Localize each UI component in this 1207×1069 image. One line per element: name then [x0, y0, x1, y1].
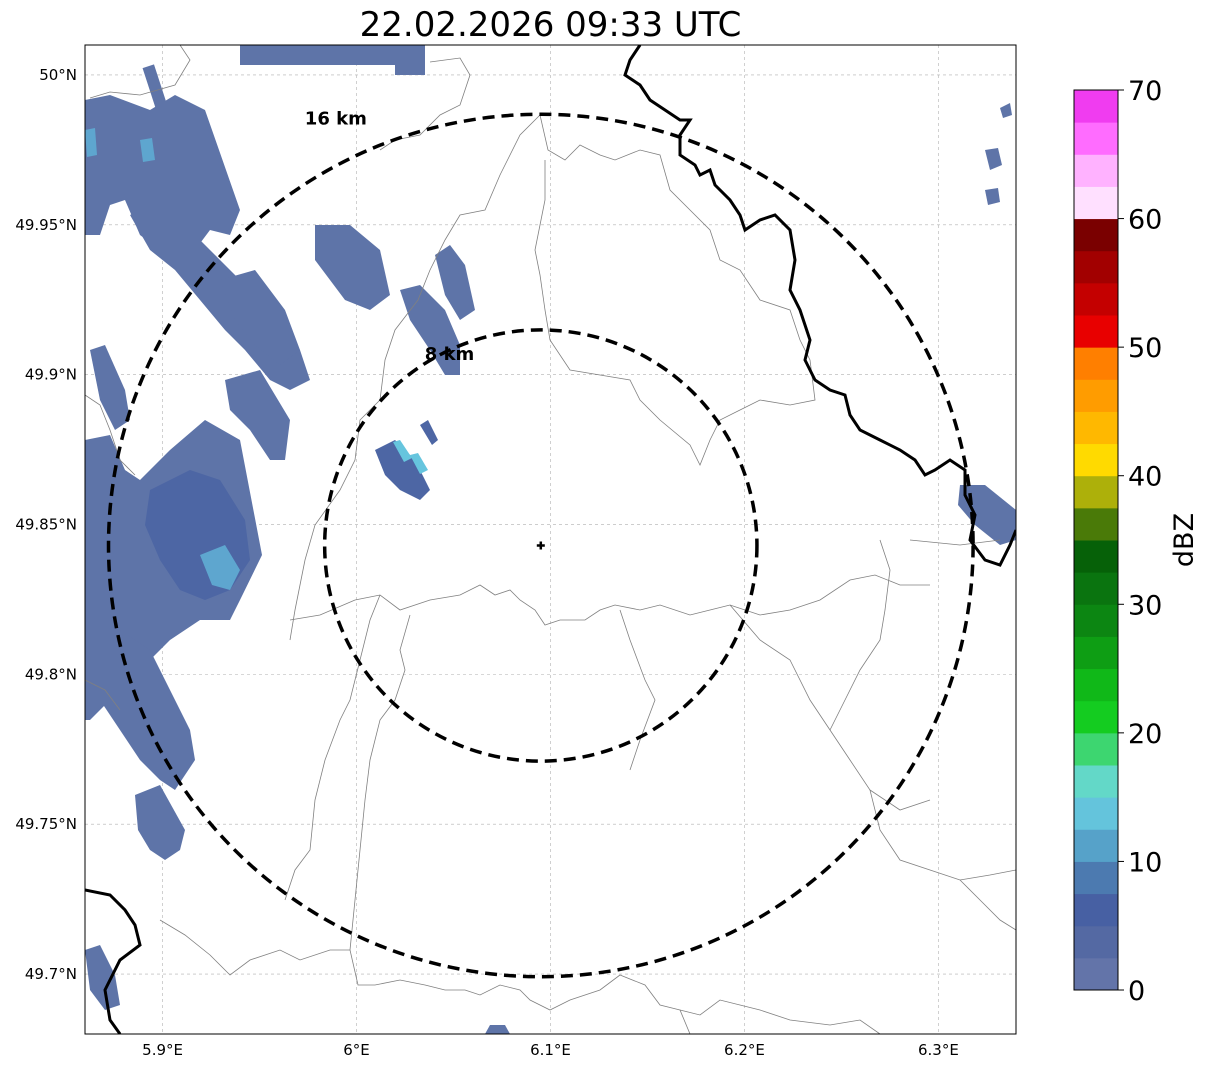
- colorbar-segment: [1074, 315, 1118, 348]
- lon-tick-label: 5.9°E: [142, 1041, 183, 1059]
- colorbar-segment: [1074, 282, 1118, 316]
- colorbar-segment: [1074, 443, 1118, 477]
- range-ring-label: 16 km: [305, 108, 367, 129]
- range-ring: [322, 328, 759, 763]
- colorbar-segment: [1074, 540, 1118, 573]
- lat-tick-label: 49.9°N: [25, 366, 77, 384]
- colorbar-tick-label: 10: [1128, 847, 1162, 878]
- lat-tick-label: 49.7°N: [25, 965, 77, 983]
- lon-tick-label: 6.2°E: [724, 1041, 765, 1059]
- colorbar-segment: [1074, 700, 1118, 734]
- range-ring: [106, 112, 975, 979]
- colorbar-segment: [1074, 925, 1118, 959]
- colorbar-segment: [1074, 186, 1118, 220]
- colorbar-tick-label: 40: [1128, 462, 1162, 493]
- colorbar-tick-label: 60: [1128, 205, 1162, 236]
- colorbar-segment: [1074, 154, 1118, 187]
- precipitation-echoes: [85, 45, 1016, 1034]
- colorbar-segment: [1074, 347, 1118, 380]
- colorbar-segment: [1074, 668, 1118, 702]
- colorbar-tick-label: 30: [1128, 590, 1162, 621]
- lat-tick-label: 49.95°N: [15, 216, 77, 234]
- colorbar-tick-label: 50: [1128, 333, 1162, 364]
- colorbar-segment: [1074, 957, 1118, 991]
- colorbar-segment: [1074, 507, 1118, 541]
- axis-labels: 5.9°E 6°E 6.1°E 6.2°E 6.3°E 50°N 49.95°N 49.9°N…: [15, 66, 959, 1059]
- colorbar-segment: [1074, 861, 1118, 895]
- colorbar: 0 10 20 30 40 50 60 70 dBZ: [1073, 76, 1200, 1007]
- lat-tick-label: 49.85°N: [15, 516, 77, 534]
- colorbar-segment: [1074, 604, 1118, 637]
- colorbar-tick-label: 70: [1128, 76, 1162, 107]
- map-title: 22.02.2026 09:33 UTC: [359, 5, 742, 45]
- lon-tick-label: 6°E: [343, 1041, 370, 1059]
- colorbar-label: dBZ: [1169, 513, 1200, 567]
- echo-cluster-cyan: [393, 440, 428, 474]
- colorbar-segment: [1074, 765, 1118, 798]
- colorbar-segment: [1074, 475, 1118, 509]
- colorbar-segment: [1074, 797, 1118, 830]
- colorbar-tick-label: 20: [1128, 719, 1162, 750]
- colorbar-segment: [1074, 829, 1118, 862]
- lat-tick-label: 50°N: [39, 66, 77, 84]
- lat-tick-label: 49.75°N: [15, 815, 77, 833]
- lon-tick-label: 6.1°E: [530, 1041, 571, 1059]
- colorbar-segment: [1074, 893, 1118, 927]
- lon-tick-label: 6.3°E: [918, 1041, 959, 1059]
- range-rings: 8 km 16 km: [106, 108, 975, 979]
- colorbar-segment: [1074, 90, 1118, 123]
- country-border: [85, 45, 1016, 1034]
- colorbar-frame: [1073, 89, 1119, 991]
- colorbar-segment: [1074, 411, 1118, 445]
- echo-cluster-light-blue: [85, 128, 240, 590]
- lat-tick-label: 49.8°N: [25, 665, 77, 683]
- colorbar-segment: [1074, 250, 1118, 284]
- gridlines: [85, 45, 1016, 1034]
- colorbar-segment: [1074, 732, 1118, 766]
- range-ring-label: 8 km: [425, 344, 475, 365]
- colorbar-segment: [1074, 122, 1118, 155]
- colorbar-segment: [1074, 218, 1118, 252]
- colorbar-segment: [1074, 379, 1118, 412]
- regional-boundaries: [85, 45, 1016, 1034]
- colorbar-tick-label: 0: [1128, 976, 1145, 1007]
- colorbar-segment: [1074, 636, 1118, 670]
- colorbar-segment: [1074, 572, 1118, 605]
- plot-frame: [84, 44, 1017, 1035]
- radar-site-marker: [536, 541, 545, 550]
